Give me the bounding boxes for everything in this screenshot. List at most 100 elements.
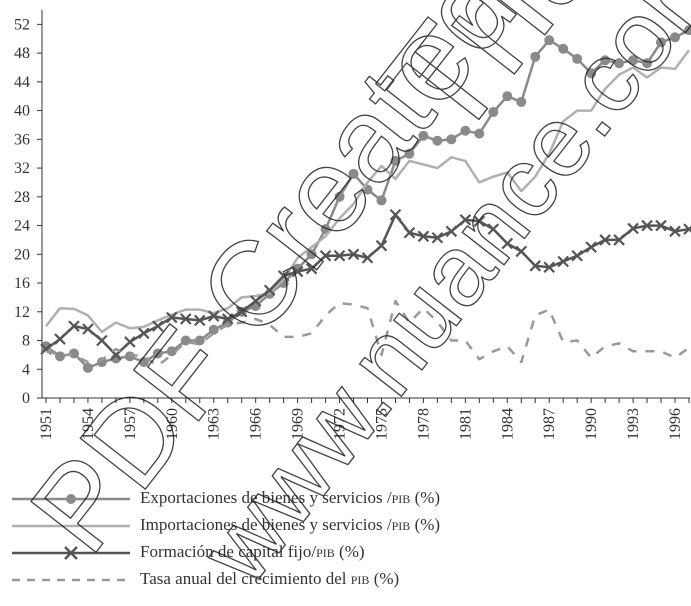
data-point-dot [530, 51, 541, 62]
x-tick-label: 1996 [667, 408, 684, 440]
data-point-x [166, 311, 178, 324]
data-point-x [403, 226, 416, 239]
y-tick-label: 28 [14, 189, 30, 206]
y-tick-label: 44 [14, 74, 30, 91]
x-tick-label: 1978 [415, 408, 432, 440]
data-point-dot [68, 348, 79, 359]
data-point-dot [684, 25, 691, 36]
x-tick-label: 1993 [625, 408, 642, 440]
x-tick-label: 1954 [80, 408, 97, 440]
data-point-x [305, 262, 318, 275]
data-point-dot [558, 43, 569, 54]
data-point-dot [138, 357, 149, 368]
data-point-x [655, 219, 667, 232]
data-point-dot [488, 107, 499, 118]
data-point-x [473, 215, 486, 228]
x-tick-label: 1981 [457, 408, 474, 440]
data-point-x [389, 209, 402, 221]
y-tick-label: 12 [14, 304, 30, 321]
data-point-x [599, 234, 611, 246]
data-point-dot [348, 168, 359, 179]
legend-label-capital: Formación de capital fijo/pib (%) [140, 542, 365, 561]
data-point-dot [334, 191, 345, 202]
series-line-3 [45, 299, 690, 367]
data-point-x [543, 261, 555, 274]
data-point-x [683, 223, 691, 235]
data-point-dot [418, 130, 429, 141]
x-tick-label: 1987 [541, 408, 558, 440]
data-point-x [263, 284, 276, 296]
data-point-dot [544, 35, 555, 46]
data-point-x [235, 306, 248, 318]
y-tick-label: 8 [22, 333, 30, 350]
data-point-x [333, 249, 346, 262]
y-tick-label: 36 [14, 131, 30, 148]
data-point-x [193, 314, 206, 327]
data-point-x [585, 241, 597, 253]
y-tick-label: 16 [14, 275, 30, 292]
legend-label-imports: Importaciones de bienes y servicios /pib… [140, 515, 441, 534]
data-point-x [627, 222, 639, 235]
legend-marker-line-dots [12, 494, 130, 504]
data-point-x [180, 313, 192, 325]
data-point-dot [614, 58, 625, 69]
legend-label-gdp-growth: Tasa anual del crecimiento del pib (%) [140, 569, 400, 588]
y-tick-label: 24 [14, 218, 30, 235]
y-tick-label: 40 [14, 103, 30, 120]
chart-series-layer [40, 25, 691, 373]
y-tick-label: 48 [14, 45, 30, 62]
data-point-dot [600, 55, 611, 66]
x-tick-label: 1984 [499, 408, 516, 440]
y-tick-label: 52 [14, 16, 30, 33]
data-point-dot [82, 362, 93, 373]
data-point-x [319, 249, 332, 262]
data-point-x [277, 270, 290, 282]
data-point-x [82, 323, 94, 335]
data-point-x [501, 237, 514, 250]
x-tick-label: 1990 [583, 408, 600, 440]
data-point-dot [502, 91, 513, 102]
data-point-x [431, 231, 444, 244]
data-point-dot [642, 58, 653, 69]
data-point-x [96, 334, 108, 347]
legend-item-exports: Exportaciones de bienes y servicios /pib… [8, 486, 608, 513]
data-point-x [529, 260, 542, 272]
data-point-x [487, 223, 500, 235]
y-tick-label: 0 [22, 390, 30, 407]
data-point-dot [208, 324, 219, 335]
legend-marker-line-x [12, 546, 130, 560]
data-point-dot [306, 249, 317, 260]
data-point-dot [656, 37, 667, 48]
data-point-dot [390, 155, 401, 166]
chart-axes [37, 10, 690, 403]
data-point-x [347, 248, 360, 261]
data-point-dot [474, 128, 485, 139]
data-point-x [613, 234, 625, 246]
x-tick-label: 1972 [332, 408, 349, 440]
data-point-x [124, 336, 136, 348]
legend-marker-dashed [12, 578, 130, 582]
data-point-x [249, 295, 262, 307]
data-point-x [571, 249, 583, 262]
data-point-x [207, 310, 220, 322]
data-point-dot [446, 134, 457, 145]
data-point-x [361, 252, 374, 264]
data-point-x [641, 219, 653, 232]
data-point-x [515, 245, 528, 258]
x-tick-label: 1963 [206, 408, 223, 440]
data-point-dot [404, 148, 415, 159]
data-point-dot [516, 96, 527, 107]
x-tick-label: 1960 [164, 408, 181, 440]
legend-marker-line [12, 524, 130, 528]
y-tick-label: 32 [14, 160, 30, 177]
data-point-x [459, 214, 472, 226]
data-point-dot [586, 68, 597, 79]
data-point-x [152, 320, 164, 332]
data-point-x [54, 333, 66, 345]
chart-legend: Exportaciones de bienes y servicios /pib… [8, 486, 608, 594]
x-tick-label: 1975 [373, 408, 390, 440]
y-tick-label: 20 [14, 246, 30, 263]
data-point-dot [376, 195, 387, 206]
